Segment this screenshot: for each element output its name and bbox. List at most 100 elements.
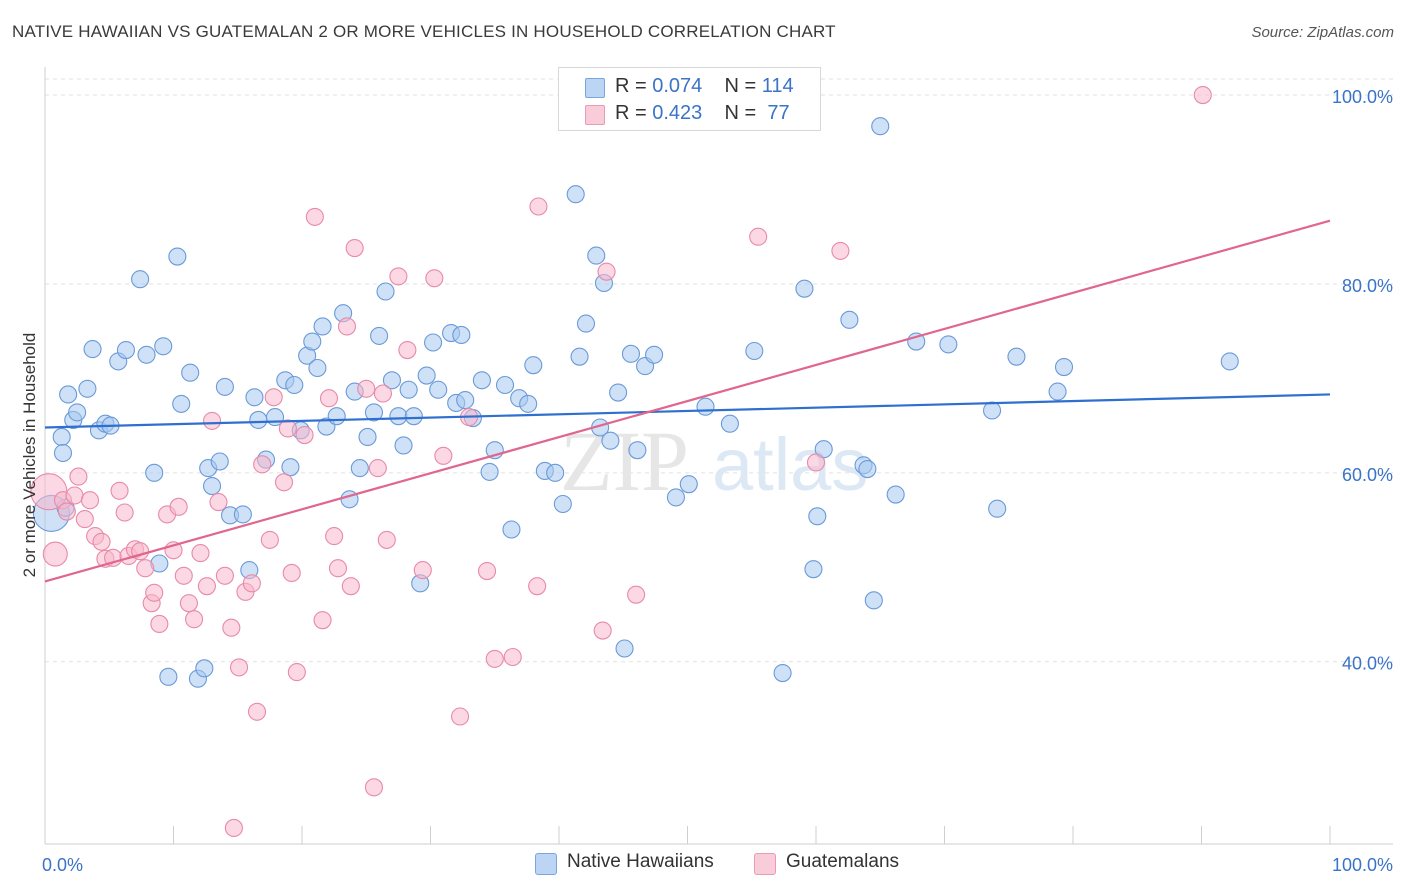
data-point [394, 436, 413, 455]
data-point [172, 394, 191, 413]
data-point [939, 335, 958, 354]
y-tick-label: 80.0% [1342, 276, 1393, 296]
data-point [115, 503, 134, 522]
legend-r-label: R = [615, 75, 653, 97]
legend-r-value: 0.423 [652, 102, 703, 124]
legend-n-value: 77 [761, 102, 790, 124]
data-point [477, 562, 497, 581]
legend-swatch-blue [585, 78, 605, 98]
data-point [345, 239, 364, 258]
data-point [808, 507, 827, 526]
data-point [285, 375, 304, 395]
data-point [404, 407, 423, 426]
data-point [242, 574, 261, 593]
legend-r-value: 0.074 [652, 75, 703, 97]
data-point [131, 270, 150, 289]
data-point [260, 530, 279, 549]
data-point [282, 563, 301, 582]
data-point [229, 658, 249, 677]
data-point [749, 227, 768, 246]
data-point [65, 486, 84, 505]
data-point [364, 403, 384, 422]
trend-line [44, 219, 1331, 583]
data-point [215, 566, 234, 585]
data-point [373, 384, 393, 403]
data-point [679, 475, 698, 494]
legend-swatch-pink [585, 105, 605, 125]
data-point [137, 345, 156, 364]
data-point [864, 591, 883, 610]
data-point [982, 401, 1002, 420]
watermark-atlas: atlas [712, 423, 868, 506]
data-point [773, 664, 792, 683]
data-point [278, 419, 297, 438]
data-point [295, 426, 314, 445]
data-point [368, 459, 387, 478]
data-point [253, 455, 272, 474]
data-point [645, 345, 664, 364]
legend-n-value: 114 [761, 75, 794, 97]
data-point [209, 493, 228, 512]
data-point [136, 559, 155, 578]
data-point [364, 778, 384, 797]
data-point [627, 585, 646, 604]
data-point [495, 375, 515, 395]
data-point [53, 443, 73, 463]
data-point [615, 639, 634, 658]
data-point [210, 452, 229, 471]
data-point [174, 566, 193, 585]
data-point [502, 520, 521, 539]
data-point [570, 347, 589, 366]
data-point [247, 702, 267, 721]
x-tick-label: 100.0% [1332, 855, 1393, 875]
data-point [341, 577, 360, 596]
y-axis-label: 2 or more Vehicles in Household [20, 333, 39, 578]
data-point [224, 818, 243, 837]
data-point [389, 407, 408, 426]
data-point [472, 371, 491, 390]
data-point [305, 207, 324, 226]
data-point [245, 388, 264, 407]
correlation-legend: R = 0.074 N = 114 R = 0.423 N = 77 [558, 67, 821, 131]
bottom-legend-swatch-blue [535, 853, 557, 875]
data-point [281, 458, 300, 477]
data-point [429, 380, 448, 399]
data-point [57, 502, 76, 521]
series-guatemalans [30, 86, 1212, 837]
data-point [303, 332, 322, 351]
data-point [601, 431, 620, 450]
data-point [308, 358, 327, 378]
data-point [806, 453, 826, 472]
trend-line [44, 393, 1331, 429]
data-point [886, 485, 905, 504]
y-tick-label: 100.0% [1332, 87, 1393, 107]
data-point [553, 494, 572, 514]
data-point [597, 262, 616, 281]
data-point [1007, 347, 1026, 366]
data-point [1220, 352, 1239, 371]
legend-n-label: N = [724, 102, 762, 124]
data-point [745, 341, 764, 361]
data-point [185, 610, 204, 629]
data-point [425, 269, 444, 288]
data-point [357, 379, 376, 398]
data-point [313, 611, 332, 630]
y-tick-label: 40.0% [1342, 654, 1393, 674]
data-point [83, 340, 102, 359]
data-point [150, 614, 169, 633]
data-point [503, 647, 522, 667]
data-point [168, 247, 187, 266]
data-point [145, 583, 164, 602]
data-point [858, 460, 877, 479]
data-point [110, 481, 129, 500]
data-point [587, 246, 606, 265]
data-point [325, 527, 344, 546]
data-point [145, 463, 164, 482]
data-point [1193, 86, 1212, 105]
data-point [358, 427, 377, 446]
data-point [413, 561, 432, 580]
data-point [628, 441, 647, 460]
data-point [696, 397, 715, 416]
data-point [376, 282, 395, 301]
watermark-zip: ZIP [560, 413, 689, 509]
